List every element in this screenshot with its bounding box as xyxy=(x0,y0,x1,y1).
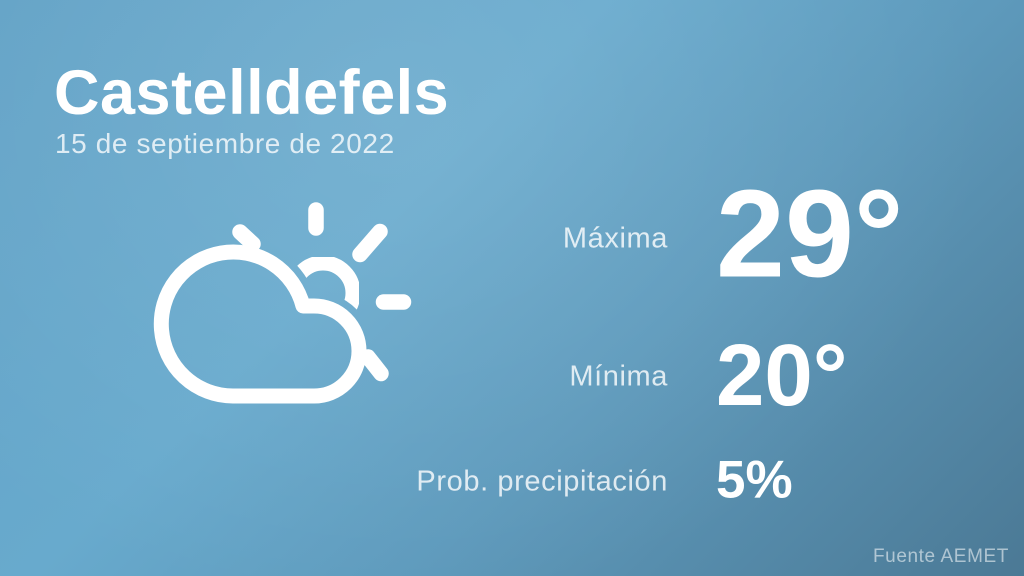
date-subtitle: 15 de septiembre de 2022 xyxy=(55,128,395,159)
maxima-value: 29° xyxy=(716,165,904,304)
minima-value: 20° xyxy=(716,326,848,424)
precipitation-value: 5% xyxy=(716,450,793,510)
maxima-label: Máxima xyxy=(562,222,668,255)
cloud-icon xyxy=(153,244,367,404)
source-credit: Fuente AEMET xyxy=(872,546,1009,567)
precipitation-label: Prob. precipitación xyxy=(416,465,668,498)
sun-rays-icon xyxy=(232,202,412,382)
sun-behind-cloud-icon xyxy=(153,202,412,404)
location-title: Castelldefels xyxy=(54,58,450,128)
minima-label: Mínima xyxy=(569,360,668,393)
